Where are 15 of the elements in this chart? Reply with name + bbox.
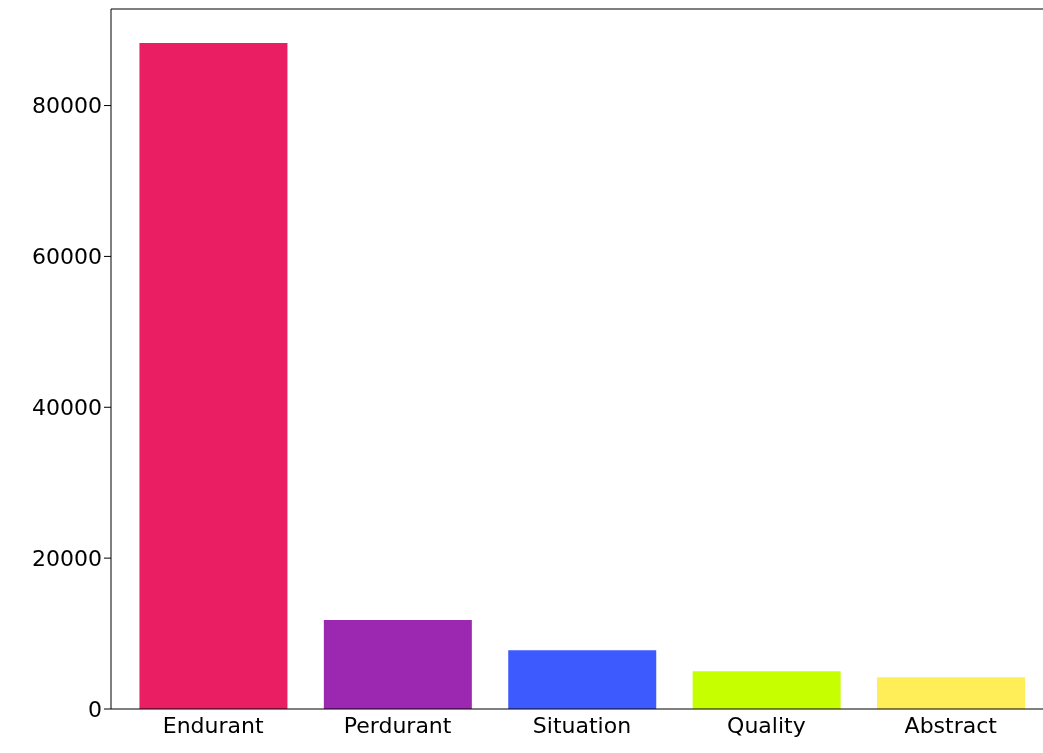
bar — [877, 677, 1026, 709]
x-tick-label: Abstract — [904, 712, 998, 738]
x-tick-label: Situation — [532, 712, 632, 738]
y-tick-label: 40000 — [32, 395, 102, 421]
y-tick-label: 20000 — [32, 545, 102, 571]
x-tick-label: Perdurant — [343, 712, 452, 738]
bar — [692, 671, 841, 709]
y-tick-label: 60000 — [32, 244, 102, 270]
x-tick-label: Endurant — [162, 712, 264, 738]
bar — [508, 650, 657, 709]
y-tick-label: 80000 — [32, 93, 102, 119]
bar — [139, 42, 288, 709]
x-tick-label: Quality — [727, 712, 806, 738]
bar — [323, 619, 472, 709]
y-tick-label: 0 — [88, 696, 102, 722]
